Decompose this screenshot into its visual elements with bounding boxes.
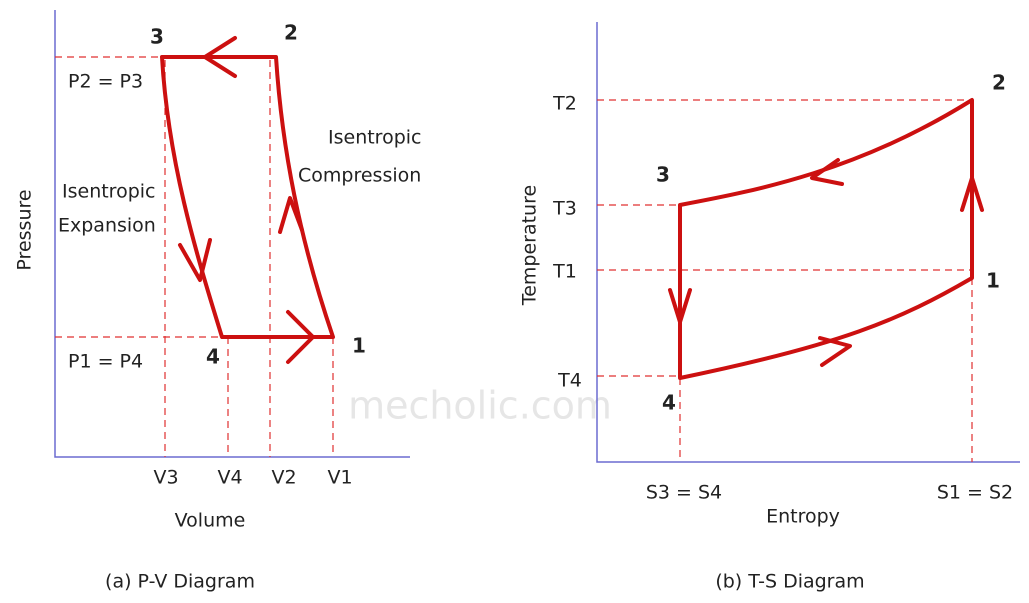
tick-label: V1: [327, 467, 352, 489]
point-label: 1: [986, 269, 1000, 293]
watermark: mecholic.com: [348, 384, 612, 428]
axis-label: Temperature: [519, 185, 541, 306]
tick-label: T3: [552, 198, 577, 220]
tick-label: S1 = S2: [937, 482, 1013, 504]
axis-label: Entropy: [766, 506, 840, 528]
caption: (a) P-V Diagram: [105, 571, 255, 593]
point-label: 3: [150, 25, 164, 49]
axis-label: Volume: [175, 510, 246, 532]
annotation: Compression: [298, 165, 421, 187]
axis-label: Pressure: [14, 189, 36, 270]
guide-lines: [597, 99, 973, 462]
tick-label: V2: [271, 467, 296, 489]
annotation: Isentropic: [328, 127, 422, 149]
tick-label: T1: [552, 261, 577, 283]
annotation: Isentropic: [62, 181, 156, 203]
tick-label: T4: [557, 370, 582, 392]
cycle: [160, 36, 335, 364]
pv-diagram: 3 2 1 4 P2 = P3 P1 = P4 V3 V4 V2 V1 Isen…: [14, 10, 422, 593]
tick-label: V3: [153, 467, 178, 489]
ts-diagram: 2 3 1 4 T2 T3 T1 T4 S3 = S4 S1 = S2 Temp…: [519, 22, 1020, 593]
point-label: 4: [206, 345, 220, 369]
axes: [596, 22, 1020, 463]
caption: (b) T-S Diagram: [715, 571, 864, 593]
point-label: 2: [284, 21, 298, 45]
tick-label: S3 = S4: [646, 482, 722, 504]
point-label: 4: [662, 391, 676, 415]
guide-lines: [55, 56, 334, 457]
tick-label: P1 = P4: [68, 351, 143, 373]
tick-label: P2 = P3: [68, 71, 143, 93]
axes: [54, 10, 410, 458]
cycle: [668, 98, 984, 380]
annotation: Expansion: [58, 215, 156, 237]
point-label: 2: [992, 71, 1006, 95]
tick-label: T2: [552, 93, 577, 115]
point-label: 1: [352, 334, 366, 358]
point-label: 3: [656, 163, 670, 187]
tick-label: V4: [217, 467, 242, 489]
